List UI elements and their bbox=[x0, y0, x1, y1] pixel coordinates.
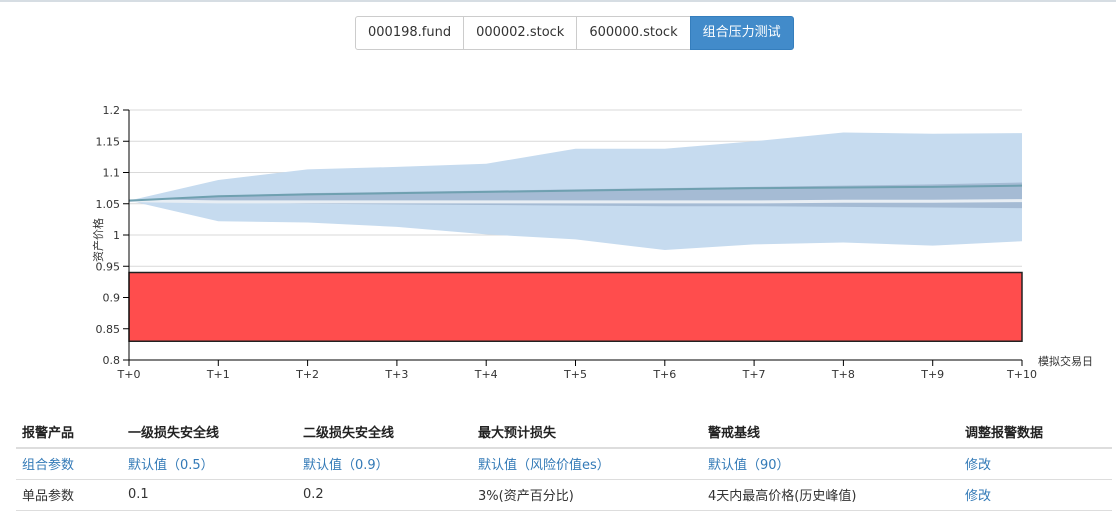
x-tick-label: T+0 bbox=[117, 368, 141, 381]
tab-portfolio-stress-test[interactable]: 组合压力测试 bbox=[689, 16, 794, 50]
x-tick-label: T+4 bbox=[474, 368, 498, 381]
top-border bbox=[0, 0, 1116, 2]
edit-link-portfolio[interactable]: 修改 bbox=[965, 458, 992, 474]
table-row: 单品参数 0.1 0.2 3%(资产百分比) 4天内最高价格(历史峰值) 修改 bbox=[16, 479, 1112, 511]
base-line bbox=[128, 199, 1023, 204]
tab-000198-fund[interactable]: 000198.fund bbox=[355, 16, 465, 50]
y-tick-label: 0.85 bbox=[96, 323, 121, 336]
asset-tab-group: 000198.fund 000002.stock 600000.stock 组合… bbox=[355, 16, 794, 50]
x-tick-label: T+6 bbox=[652, 368, 676, 381]
tab-000002-stock[interactable]: 000002.stock bbox=[463, 16, 578, 50]
x-tick-label: T+8 bbox=[831, 368, 855, 381]
x-tick-label: T+2 bbox=[295, 368, 319, 381]
cell-max-loss: 默认值（风险价值es） bbox=[472, 448, 702, 480]
edit-link-single[interactable]: 修改 bbox=[965, 489, 992, 504]
cell-baseline: 4天内最高价格(历史峰值) bbox=[702, 479, 959, 511]
table-row: 组合参数 默认值（0.5） 默认值（0.9） 默认值（风险价值es） 默认值（9… bbox=[16, 448, 1112, 480]
header-baseline: 警戒基线 bbox=[702, 416, 959, 449]
x-tick-label: T+5 bbox=[563, 368, 587, 381]
x-tick-label: T+3 bbox=[384, 368, 408, 381]
y-tick-label: 0.8 bbox=[103, 354, 121, 367]
mean-line bbox=[128, 184, 1023, 202]
y-axis-label: 资产价格 bbox=[91, 218, 105, 262]
x-tick-label: T+9 bbox=[920, 368, 944, 381]
danger-zone bbox=[128, 271, 1023, 342]
cell-max-loss: 3%(资产百分比) bbox=[472, 479, 702, 511]
y-axis: 0.8 0.85 0.9 0.95 1 1.05 1.1 1.15 1.2 bbox=[96, 104, 130, 367]
cell-level1: 0.1 bbox=[122, 479, 297, 511]
cell-baseline: 默认值（90） bbox=[702, 448, 959, 480]
y-tick-label: 1.15 bbox=[96, 135, 121, 148]
cell-level2: 默认值（0.9） bbox=[297, 448, 472, 480]
cell-level2: 0.2 bbox=[297, 479, 472, 511]
table-header-row: 报警产品 一级损失安全线 二级损失安全线 最大预计损失 警戒基线 调整报警数据 bbox=[16, 416, 1112, 449]
x-tick-label: T+7 bbox=[742, 368, 766, 381]
cell-product: 单品参数 bbox=[16, 479, 122, 511]
alarm-settings-table: 报警产品 一级损失安全线 二级损失安全线 最大预计损失 警戒基线 调整报警数据 … bbox=[16, 416, 1112, 511]
y-tick-label: 0.9 bbox=[103, 292, 121, 305]
x-axis-label: 模拟交易日 bbox=[1038, 354, 1093, 368]
x-axis: T+0 T+1 T+2 T+3 T+4 T+5 T+6 T+7 T+8 T+9 T+10 bbox=[117, 359, 1037, 381]
x-tick-label: T+10 bbox=[1006, 368, 1037, 381]
y-tick-label: 1 bbox=[113, 229, 120, 242]
y-tick-label: 0.95 bbox=[96, 260, 121, 273]
cell-level1: 默认值（0.5） bbox=[122, 448, 297, 480]
y-tick-label: 1.05 bbox=[96, 198, 121, 211]
cell-product: 组合参数 bbox=[16, 448, 122, 480]
tab-600000-stock[interactable]: 600000.stock bbox=[576, 16, 691, 50]
x-tick-label: T+1 bbox=[206, 368, 230, 381]
y-tick-label: 1.1 bbox=[103, 167, 121, 180]
header-max-loss: 最大预计损失 bbox=[472, 416, 702, 449]
header-action: 调整报警数据 bbox=[959, 416, 1112, 449]
header-level1: 一级损失安全线 bbox=[122, 416, 297, 449]
header-product: 报警产品 bbox=[16, 416, 122, 449]
header-level2: 二级损失安全线 bbox=[297, 416, 472, 449]
y-tick-label: 1.2 bbox=[103, 104, 121, 117]
